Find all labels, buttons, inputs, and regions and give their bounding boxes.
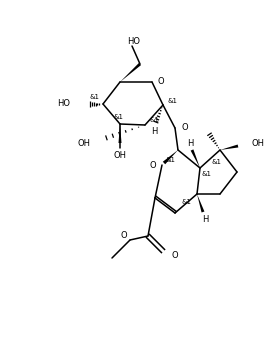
Polygon shape (191, 149, 200, 168)
Text: OH: OH (77, 140, 90, 149)
Polygon shape (163, 150, 178, 164)
Text: OH: OH (252, 140, 265, 149)
Text: O: O (181, 123, 188, 131)
Text: H: H (187, 140, 193, 149)
Polygon shape (119, 124, 122, 143)
Text: O: O (149, 161, 156, 171)
Text: &1: &1 (90, 94, 100, 100)
Text: OH: OH (113, 151, 127, 159)
Text: O: O (120, 231, 127, 240)
Text: H: H (151, 126, 157, 135)
Text: HO: HO (57, 99, 70, 109)
Text: O: O (158, 76, 165, 86)
Text: &1: &1 (113, 114, 123, 120)
Text: &1: &1 (212, 159, 222, 165)
Text: HO: HO (127, 37, 140, 47)
Text: &1: &1 (182, 199, 192, 205)
Polygon shape (197, 194, 204, 212)
Polygon shape (120, 63, 141, 82)
Text: &1: &1 (167, 98, 177, 104)
Text: &1: &1 (202, 171, 212, 177)
Text: H: H (202, 214, 208, 223)
Text: O: O (171, 250, 178, 259)
Polygon shape (220, 145, 238, 150)
Text: &1: &1 (149, 117, 159, 123)
Text: &1: &1 (166, 157, 176, 163)
